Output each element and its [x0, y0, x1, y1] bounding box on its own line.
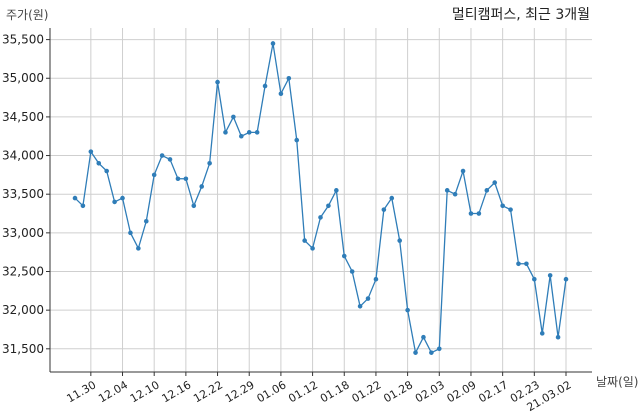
y-tick-label: 32,000	[2, 303, 44, 317]
x-axis-label: 날짜(일)	[596, 375, 638, 389]
data-point	[151, 172, 157, 178]
data-point	[532, 276, 537, 282]
data-point	[112, 199, 117, 205]
x-tick-label: 01.28	[381, 378, 415, 405]
data-point	[96, 160, 102, 166]
data-point	[310, 246, 315, 251]
data-point	[421, 334, 426, 340]
data-point	[516, 261, 521, 267]
data-point	[460, 168, 466, 174]
data-point	[302, 238, 307, 243]
data-point	[286, 75, 292, 81]
x-tick-label: 12.04	[96, 378, 130, 405]
x-tick-label: 02.03	[413, 378, 447, 405]
data-point	[262, 83, 268, 89]
data-point	[270, 41, 276, 46]
data-point	[555, 334, 561, 340]
data-point	[429, 350, 434, 355]
axes	[46, 28, 592, 376]
x-tick-label: 11.30	[65, 378, 99, 405]
y-tick-label: 33,000	[2, 226, 44, 240]
data-point	[191, 203, 197, 209]
data-point	[381, 207, 387, 212]
data-point	[223, 130, 228, 135]
data-point	[452, 191, 458, 197]
x-tick-label: 12.10	[128, 378, 162, 405]
data-point	[547, 273, 553, 278]
data-point	[159, 153, 165, 158]
y-axis-label: 주가(원)	[6, 8, 48, 22]
data-point	[539, 331, 545, 336]
x-tick-label: 01.22	[350, 378, 384, 405]
y-tick-label: 35,500	[2, 33, 44, 47]
data-point	[231, 114, 236, 120]
data-point	[413, 350, 418, 355]
data-point	[175, 176, 181, 182]
y-tick-label: 31,500	[2, 342, 44, 356]
y-tick-label: 33,500	[2, 187, 44, 201]
x-tick-label: 01.18	[318, 378, 352, 405]
x-tick-label: 12.16	[160, 378, 194, 405]
data-point	[294, 137, 300, 143]
data-point	[357, 303, 363, 309]
data-point	[436, 346, 442, 352]
y-tick-label: 34,000	[2, 149, 44, 163]
data-point	[88, 149, 94, 154]
data-point	[215, 79, 220, 85]
y-tick-label: 32,500	[2, 265, 44, 279]
series-line	[74, 43, 567, 355]
data-point	[484, 188, 490, 193]
data-point	[468, 211, 474, 216]
data-point	[341, 253, 347, 259]
data-point	[254, 130, 260, 135]
data-point	[143, 218, 149, 224]
y-tick-labels: 31,500 32,000 32,500 33,000 33,500 34,000 34,5…	[2, 33, 44, 356]
data-point	[563, 276, 569, 282]
x-tick-labels: 11.3012.0412.1012.1612.2212.2901.0601.12…	[65, 378, 574, 414]
data-point	[365, 296, 371, 301]
data-point	[199, 184, 205, 189]
data-point	[278, 91, 284, 97]
data-point	[476, 211, 482, 216]
data-point	[389, 195, 395, 201]
data-point	[72, 195, 78, 201]
x-tick-label: 01.12	[286, 378, 320, 405]
x-tick-label: 02.09	[445, 378, 479, 405]
x-tick-label: 12.22	[191, 378, 225, 405]
data-point	[104, 168, 109, 174]
x-tick-label: 12.29	[223, 378, 257, 405]
data-point	[373, 276, 379, 282]
x-tick-label: 01.06	[255, 378, 289, 405]
y-tick-label: 34,500	[2, 110, 44, 124]
data-point	[80, 203, 86, 209]
data-point	[207, 160, 212, 166]
data-point	[349, 269, 355, 274]
data-point	[444, 188, 450, 193]
data-point	[326, 203, 331, 209]
data-point	[246, 130, 252, 135]
data-point	[183, 176, 189, 182]
grid-lines	[50, 28, 592, 372]
data-point	[239, 133, 244, 139]
series-group	[72, 41, 569, 355]
data-point	[136, 246, 141, 251]
data-point	[492, 180, 498, 185]
data-point	[500, 203, 505, 209]
data-point	[524, 261, 529, 267]
data-point	[128, 230, 133, 236]
x-tick-label: 02.17	[476, 378, 510, 405]
y-tick-label: 35,000	[2, 71, 44, 85]
data-point	[397, 238, 402, 243]
data-point	[508, 207, 513, 212]
data-point	[334, 188, 339, 193]
data-point	[167, 157, 173, 162]
chart-title: 멀티캠퍼스, 최근 3개월	[452, 7, 590, 23]
data-point	[318, 215, 323, 220]
data-point	[405, 307, 410, 313]
data-point	[120, 195, 125, 201]
